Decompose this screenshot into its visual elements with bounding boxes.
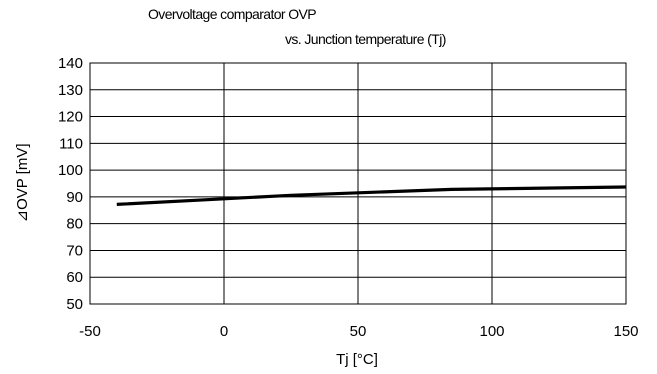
y-tick-label: 50 xyxy=(66,296,83,313)
x-tick-label: -50 xyxy=(79,323,101,340)
grid-lines xyxy=(89,62,627,305)
series-group xyxy=(116,185,627,206)
y-tick-labels: 140 130 120 110 100 90 80 70 60 50 xyxy=(58,55,83,313)
y-tick-label: 100 xyxy=(58,162,83,179)
chart-title: Overvoltage comparator OVP xyxy=(148,6,317,22)
x-axis-label: Tj [°C] xyxy=(336,351,378,368)
x-tick-label: 0 xyxy=(220,323,228,340)
x-tick-label: 50 xyxy=(350,323,367,340)
y-tick-label: 80 xyxy=(66,216,83,233)
y-tick-label: 130 xyxy=(58,82,83,99)
plot-frame xyxy=(89,62,627,305)
series-line xyxy=(116,185,627,206)
x-tick-label: 100 xyxy=(479,323,504,340)
y-tick-label: 140 xyxy=(58,55,83,72)
x-tick-label: 150 xyxy=(613,323,638,340)
y-tick-label: 120 xyxy=(58,109,83,126)
y-tick-label: 60 xyxy=(66,269,83,286)
x-tick-labels: -50 0 50 100 150 xyxy=(79,323,638,340)
y-tick-label: 70 xyxy=(66,242,83,259)
chart-subtitle: vs. Junction temperature (Tj) xyxy=(285,31,446,47)
y-axis-label: ⊿OVP [mV] xyxy=(14,144,31,223)
y-tick-label: 90 xyxy=(66,189,83,206)
y-tick-label: 110 xyxy=(59,135,83,152)
